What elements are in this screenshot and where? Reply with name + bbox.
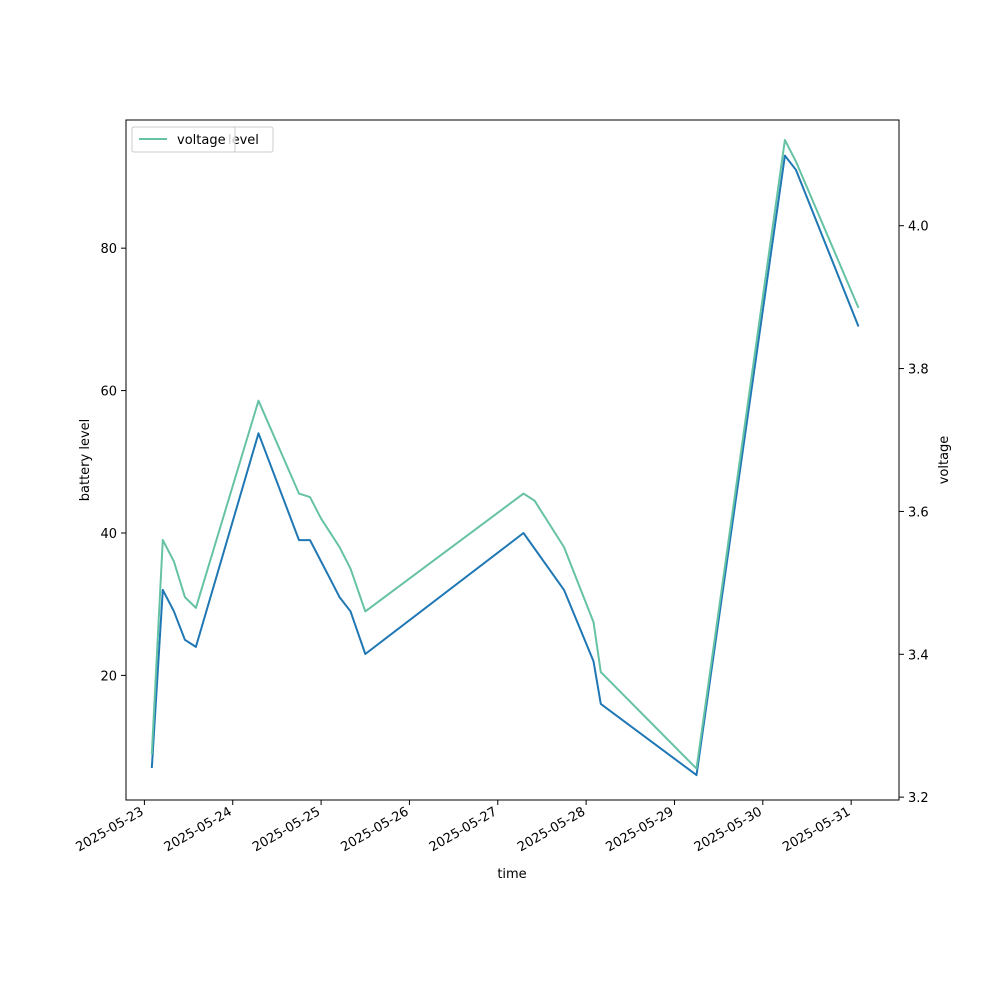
y-tick-label-2: 60: [100, 385, 117, 400]
y-tick-label-3: 80: [100, 242, 117, 257]
legend-level-label: level: [228, 133, 259, 148]
series-line-voltage: [150, 139, 860, 770]
y-tick-label-0: 20: [100, 669, 117, 684]
series-line-level: [150, 154, 860, 777]
plot-area: [125, 119, 900, 801]
y-axis-title: battery level: [78, 419, 93, 502]
y-axis-right: 3.2 3.4 3.6 3.8 4.0: [899, 220, 929, 806]
legend-voltage-frame: [131, 126, 236, 153]
y2-tick-label-1: 3.4: [908, 648, 929, 663]
legend-voltage-label: voltage: [177, 133, 226, 148]
y2-axis-title: voltage: [937, 436, 952, 485]
legend-voltage: voltage: [131, 126, 236, 153]
y2-tick-label-2: 3.6: [908, 505, 929, 520]
x-axis-title: time: [497, 867, 526, 882]
y2-tick-label-3: 3.8: [908, 363, 929, 378]
y-tick-label-1: 40: [100, 527, 117, 542]
y2-tick-label-4: 4.0: [908, 220, 929, 235]
y-axis-left: 20 40 60 80: [100, 242, 126, 684]
plot-frame: [125, 119, 900, 801]
y2-tick-label-0: 3.2: [908, 791, 929, 806]
